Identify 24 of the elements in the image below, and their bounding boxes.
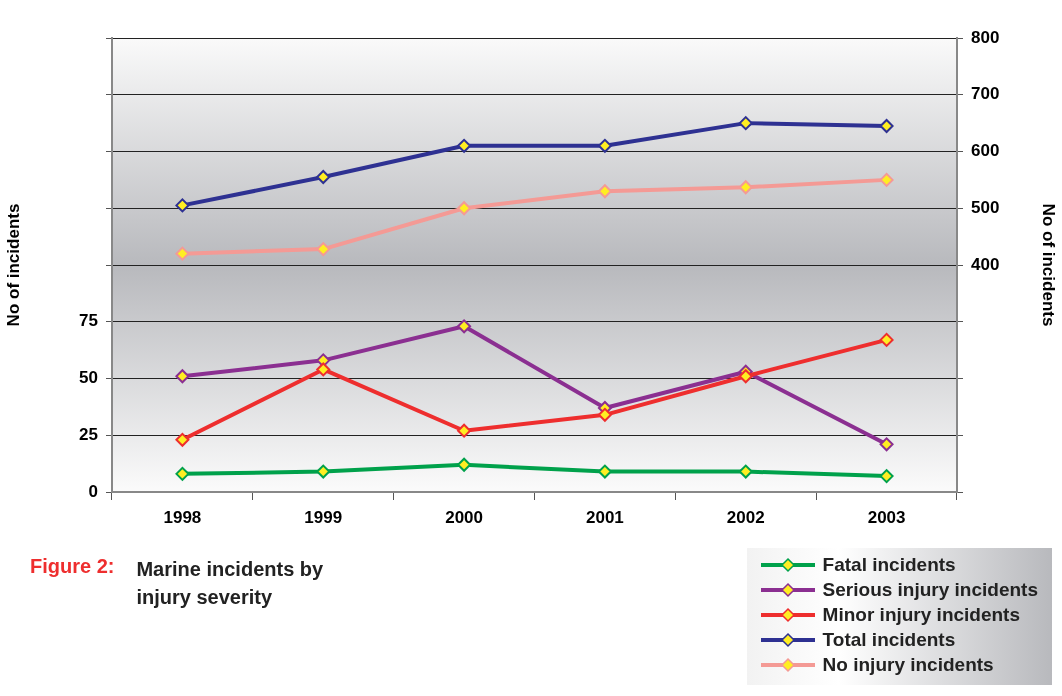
- y2-tick-label: 400: [971, 254, 1000, 274]
- y-tick-label: 0: [88, 481, 98, 501]
- y-axis-title: No of incidents: [3, 203, 23, 327]
- x-tick-label: 2001: [586, 507, 624, 527]
- legend-label: Total incidents: [822, 628, 956, 651]
- y2-tick-label: 500: [971, 197, 1000, 217]
- legend-label: No injury incidents: [822, 653, 994, 676]
- legend-label: Minor injury incidents: [822, 603, 1021, 626]
- y2-tick-label: 700: [971, 84, 1000, 104]
- y-tick-label: 75: [79, 311, 98, 331]
- y2-axis-title: No of incidents: [1039, 203, 1059, 327]
- x-tick-label: 2000: [445, 507, 483, 527]
- x-tick-label: 2002: [726, 507, 765, 527]
- y2-tick-label: 600: [971, 141, 1000, 161]
- text: Marine incidents by injury severity: [136, 557, 325, 610]
- x-tick-label: 1998: [163, 507, 202, 527]
- legend-label: Fatal incidents: [822, 553, 956, 576]
- y-tick-label: 50: [79, 368, 98, 388]
- x-tick-label: 2003: [867, 507, 906, 527]
- y-tick-label: 25: [79, 424, 98, 444]
- x-tick-label: 1999: [304, 507, 343, 527]
- y2-tick-label: 800: [971, 27, 1000, 47]
- legend-label: Serious injury incidents: [822, 578, 1038, 601]
- caption: Figure 2:: [30, 555, 115, 579]
